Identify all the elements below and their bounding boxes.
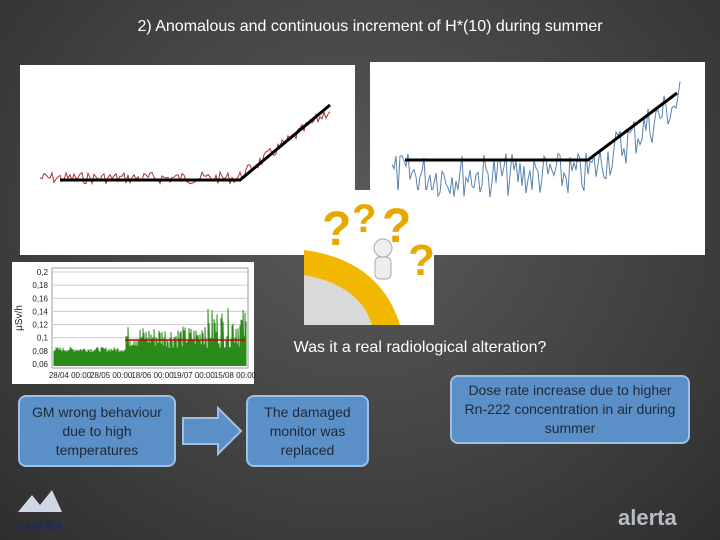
y-tick-label: 0,2: [37, 268, 49, 277]
y-tick-label: 0,12: [32, 321, 48, 330]
logo-left: LARUEX: [17, 490, 63, 533]
y-tick-label: 0,08: [32, 347, 48, 356]
green-trace: [53, 308, 247, 367]
noise-line: [39, 110, 331, 186]
x-tick-label: 15/08 00:00: [214, 371, 257, 380]
noise-line: [391, 81, 681, 198]
noise-series-1: [39, 110, 331, 186]
trend-line-2: [405, 91, 678, 162]
logo-left-text: LARUEX: [17, 521, 63, 533]
slide-title: 2) Anomalous and continuous increment of…: [137, 18, 603, 35]
box: The damaged monitor was replaced: [246, 395, 369, 467]
x-tick-label: 19/07 00:00: [173, 371, 216, 380]
svg-text:?: ?: [408, 236, 435, 285]
y-tick-label: 0,06: [32, 360, 48, 369]
trend-line-1: [60, 103, 331, 182]
svg-text:?: ?: [352, 197, 376, 241]
box: Dose rate increase due to higher Rn-222 …: [450, 375, 690, 444]
arrow: [182, 405, 243, 457]
y-tick-label: 0,1: [37, 334, 49, 343]
logo-right: alerta: [618, 505, 677, 530]
chart-image-1: [20, 65, 355, 255]
x-tick-label: 18/06 00:00: [131, 371, 174, 380]
question-text: Was it a real radiological alteration?: [294, 339, 547, 356]
x-tick-label: 28/04 00:00: [49, 371, 92, 380]
y-tick-label: 0,14: [32, 307, 48, 316]
inset-y-label: μSv/h: [14, 305, 25, 331]
y-tick-label: 0,16: [32, 294, 48, 303]
question-image: ? ? ? ?: [304, 190, 435, 325]
svg-text:?: ?: [322, 203, 351, 256]
noise-series-2: [391, 81, 681, 198]
y-tick-label: 0,18: [32, 281, 48, 290]
box: GM wrong behaviour due to high temperatu…: [18, 395, 176, 467]
x-tick-label: 28/05 00:00: [90, 371, 133, 380]
